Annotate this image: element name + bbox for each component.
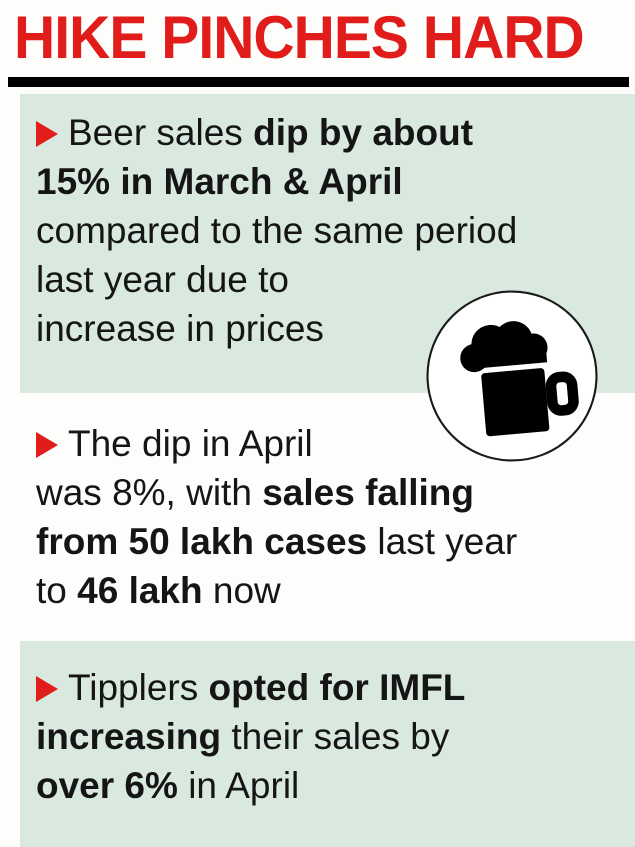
bullet-line: from 50 lakh cases last year	[36, 517, 625, 566]
bullet-line: The dip in April	[36, 419, 625, 468]
text-segment: opted for IMFL	[208, 667, 466, 708]
page-title: HIKE PINCHES HARD	[14, 4, 585, 71]
text-segment: 15% in March & April	[36, 161, 403, 202]
bullet-line: Tipplers opted for IMFL	[36, 663, 625, 712]
text-segment: over 6%	[36, 765, 178, 806]
text-segment: increase in prices	[36, 308, 324, 349]
bullet-line: 15% in March & April	[36, 157, 625, 206]
text-segment: The dip in April	[68, 423, 313, 464]
title-divider-rule	[8, 77, 629, 87]
section-imfl-shift: Tipplers opted for IMFL increasing their…	[20, 641, 635, 847]
bullet-arrow-icon	[36, 121, 58, 147]
bullet-arrow-icon	[36, 432, 58, 458]
text-segment: last year due to	[36, 259, 289, 300]
text-segment: Tipplers	[68, 667, 209, 708]
bullet-line: over 6% in April	[36, 761, 625, 810]
text-segment: dip by about	[253, 112, 474, 153]
text-segment: last year	[367, 521, 518, 562]
text-segment: now	[202, 570, 281, 611]
beer-mug-icon	[424, 288, 600, 464]
text-segment: was 8%, with	[36, 472, 263, 513]
text-segment: from 50 lakh cases	[36, 521, 368, 562]
text-segment: 46 lakh	[77, 570, 203, 611]
text-segment: sales falling	[262, 472, 475, 513]
bullet-arrow-icon	[36, 676, 58, 702]
text-segment: in April	[177, 765, 300, 806]
text-segment: compared to the same period	[36, 210, 518, 251]
bullet-line: increasing their sales by	[36, 712, 625, 761]
bullet-line: was 8%, with sales falling	[36, 468, 625, 517]
bullet-line: Beer sales dip by about	[36, 108, 625, 157]
text-segment: their sales by	[221, 716, 450, 757]
bullet-line: increase in prices	[36, 304, 625, 353]
bullet-line: compared to the same period	[36, 206, 625, 255]
section-april-dip: The dip in April was 8%, with sales fall…	[20, 393, 635, 641]
bullet-line: last year due to	[36, 255, 625, 304]
text-segment: Beer sales	[68, 112, 254, 153]
text-segment: increasing	[36, 716, 222, 757]
bullet-line: to 46 lakh now	[36, 566, 625, 615]
section-beer-sales-dip: Beer sales dip by about 15% in March & A…	[20, 94, 635, 393]
text-segment: to	[36, 570, 78, 611]
